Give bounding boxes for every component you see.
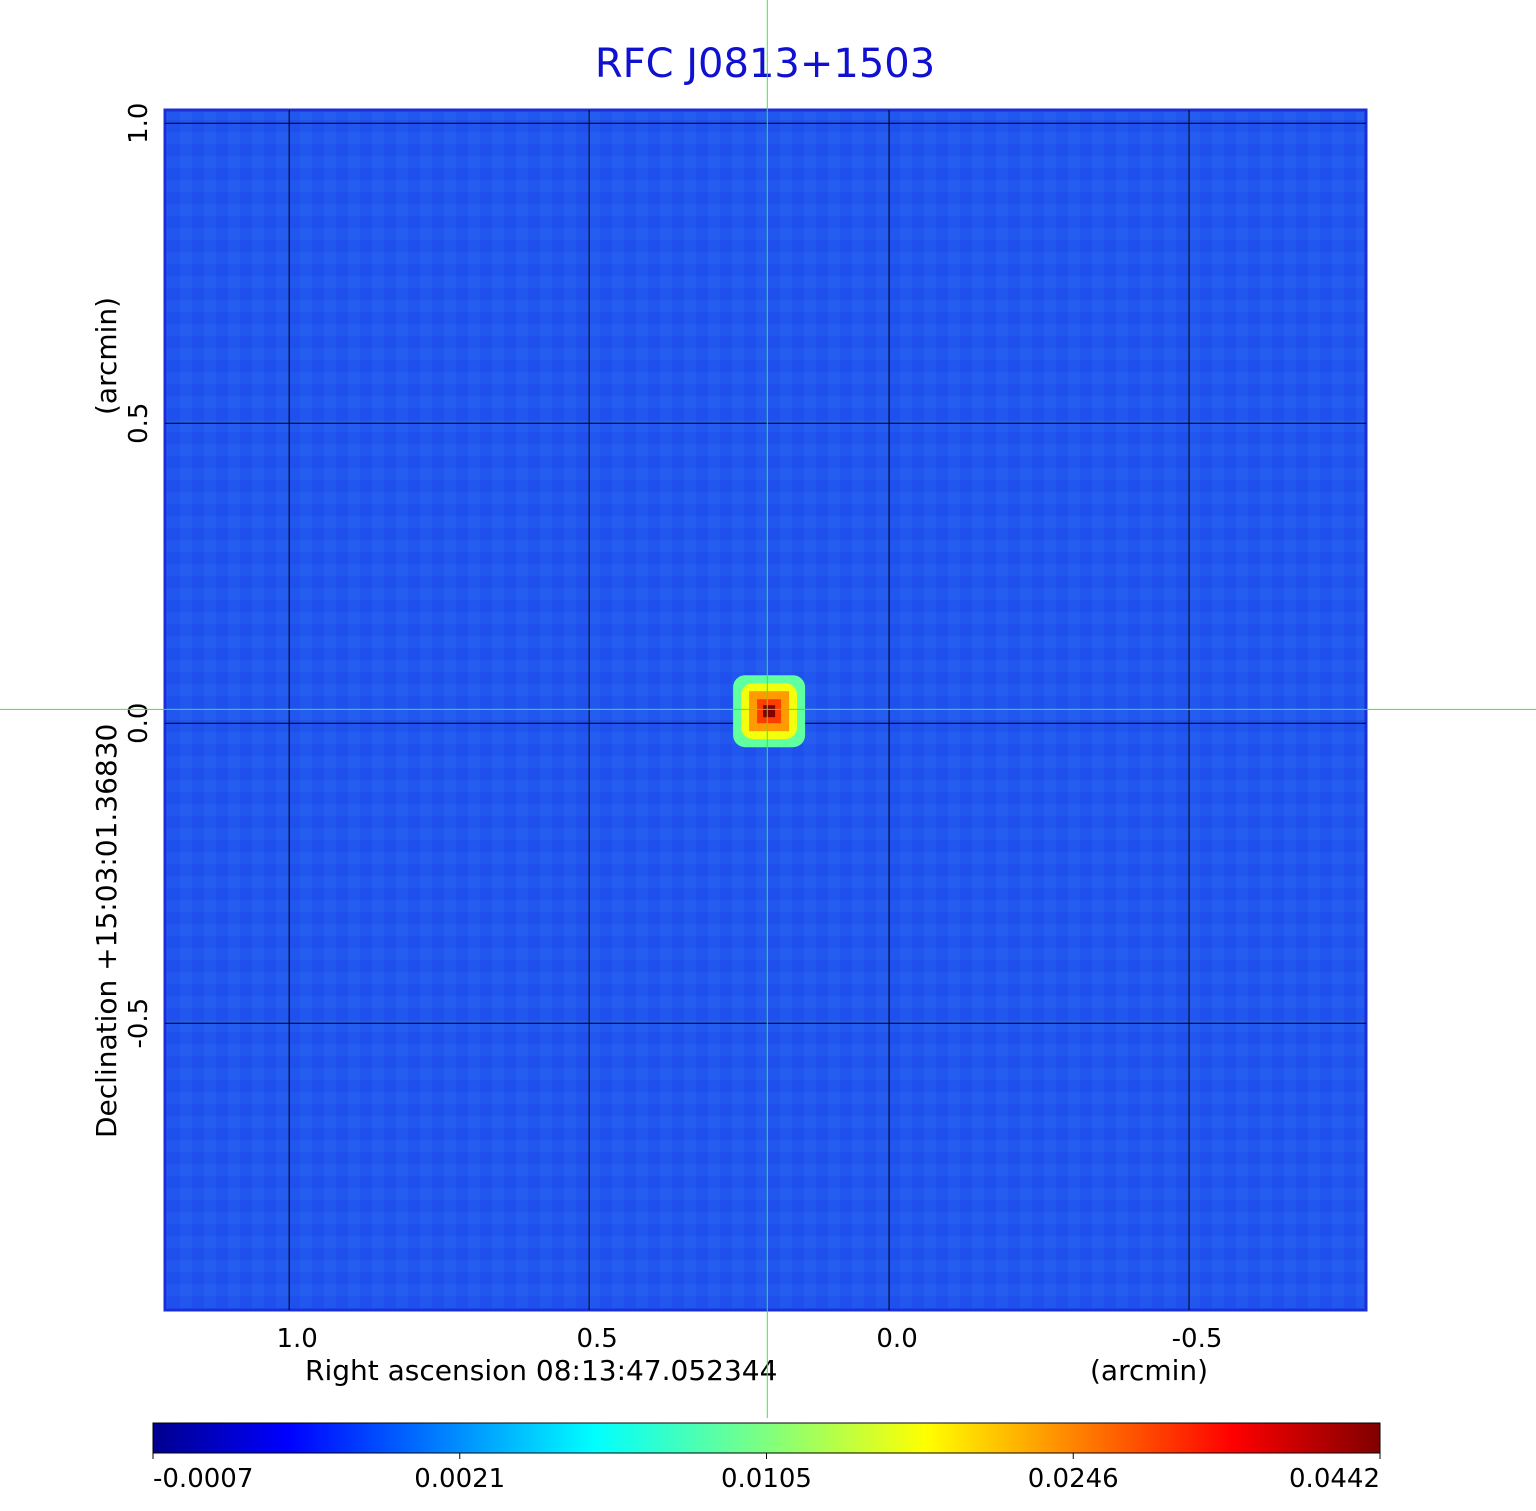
colorbar bbox=[152, 1422, 1381, 1454]
y-tick-label: -0.5 bbox=[124, 998, 154, 1049]
colorbar-tick-label: 0.0021 bbox=[414, 1464, 505, 1494]
y-tick-label: 0.0 bbox=[124, 703, 154, 744]
x-axis-label: Right ascension 08:13:47.052344 bbox=[305, 1354, 777, 1387]
source bbox=[763, 705, 776, 718]
x-tick-label: 1.0 bbox=[276, 1324, 317, 1354]
y-tick-label: 0.5 bbox=[124, 403, 154, 444]
colorbar-tick-label: 0.0442 bbox=[1289, 1464, 1380, 1494]
y-axis-unit: (arcmin) bbox=[90, 297, 123, 415]
y-axis-label: Declination +15:03:01.36830 bbox=[90, 724, 123, 1138]
x-tick-label: -0.5 bbox=[1172, 1324, 1223, 1354]
colorbar-tick-label: -0.0007 bbox=[153, 1464, 253, 1494]
colorbar-tick-label: 0.0105 bbox=[721, 1464, 812, 1494]
x-axis-unit: (arcmin) bbox=[1090, 1354, 1208, 1387]
x-tick-label: 0.0 bbox=[876, 1324, 917, 1354]
chart-title: RFC J0813+1503 bbox=[595, 41, 935, 87]
colorbar-tick-label: 0.0246 bbox=[1028, 1464, 1119, 1494]
y-tick-label: 1.0 bbox=[124, 103, 154, 144]
x-tick-label: 0.5 bbox=[576, 1324, 617, 1354]
